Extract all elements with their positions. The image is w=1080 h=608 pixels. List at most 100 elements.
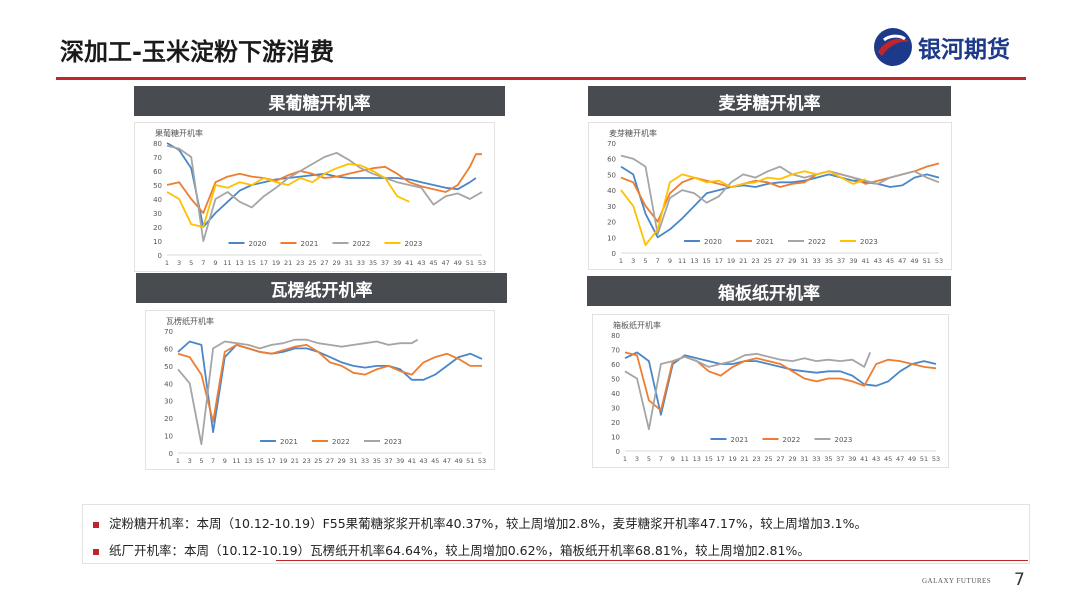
panel-title-boxboard: 箱板纸开机率 [587,276,951,306]
x-tick-label: 17 [715,257,723,265]
x-tick-label: 21 [284,259,292,267]
bullet-icon [93,548,99,555]
legend-label: 2021 [756,238,774,246]
x-tick-label: 15 [705,455,713,463]
x-tick-label: 7 [211,457,215,465]
x-tick-label: 27 [326,457,334,465]
x-tick-label: 13 [236,259,244,267]
legend-label: 2021 [731,436,749,444]
chart-label: 箱板纸开机率 [613,321,661,330]
x-tick-label: 5 [189,259,193,267]
legend-label: 2023 [835,436,853,444]
series-line-2022 [620,154,940,235]
x-tick-label: 49 [910,257,918,265]
x-tick-label: 35 [825,257,833,265]
x-tick-label: 33 [361,457,369,465]
y-tick-label: 10 [607,234,616,242]
x-tick-label: 39 [393,259,401,267]
x-tick-label: 45 [884,455,892,463]
x-tick-label: 29 [788,257,796,265]
x-tick-label: 9 [213,259,217,267]
legend-label: 2023 [405,240,423,248]
y-tick-label: 0 [158,252,162,260]
x-tick-label: 31 [349,457,357,465]
x-tick-label: 29 [332,259,340,267]
y-tick-label: 40 [611,390,620,398]
x-tick-label: 33 [812,455,820,463]
x-tick-label: 13 [693,455,701,463]
x-tick-label: 43 [874,257,882,265]
x-tick-label: 35 [369,259,377,267]
x-tick-label: 3 [631,257,635,265]
note-text: 淀粉糖开机率：本周（10.12-10.19）F55果葡糖浆浆开机率40.37%，… [109,516,868,531]
x-tick-label: 9 [668,257,672,265]
series-line-2021 [177,340,483,433]
x-tick-label: 43 [872,455,880,463]
note-text: 纸厂开机率：本周（10.12-10.19）瓦楞纸开机率64.64%，较上周增加0… [109,543,810,558]
x-tick-label: 17 [260,259,268,267]
y-tick-label: 0 [169,450,173,458]
galaxy-logo-icon [874,28,912,66]
x-tick-label: 25 [764,455,772,463]
x-tick-label: 51 [920,455,928,463]
legend-label: 2023 [860,238,878,246]
x-tick-label: 45 [431,457,439,465]
y-tick-label: 0 [616,448,620,456]
x-tick-label: 19 [729,455,737,463]
x-tick-label: 29 [338,457,346,465]
y-tick-label: 10 [153,238,162,246]
series-line-2022 [166,144,483,242]
y-tick-label: 70 [153,154,162,162]
series-line-2021 [620,162,940,223]
x-tick-label: 53 [478,457,486,465]
x-tick-label: 51 [923,257,931,265]
x-tick-label: 35 [824,455,832,463]
y-tick-label: 60 [611,361,620,369]
note-paper-mill: 纸厂开机率：本周（10.12-10.19）瓦楞纸开机率64.64%，较上周增加0… [93,540,810,559]
x-tick-label: 37 [837,257,845,265]
y-tick-label: 30 [164,398,173,406]
x-tick-label: 27 [776,455,784,463]
legend-label: 2021 [301,240,319,248]
x-tick-label: 25 [308,259,316,267]
y-tick-label: 70 [607,140,616,148]
series-line-2023 [620,170,866,246]
x-tick-label: 7 [659,455,663,463]
page-number: 7 [1014,570,1025,590]
x-tick-label: 1 [623,455,627,463]
chart-corrugated: 0 10 20 30 40 50 60 70 1 3 5 7 9 11 13 15 17 19 21 23 25 27 29… [145,310,495,470]
note-starch-sugar: 淀粉糖开机率：本周（10.12-10.19）F55果葡糖浆浆开机率40.37%，… [93,513,867,532]
x-tick-label: 23 [302,457,310,465]
x-tick-label: 23 [751,257,759,265]
x-tick-label: 9 [223,457,227,465]
x-tick-label: 13 [244,457,252,465]
legend-label: 2022 [808,238,826,246]
title-divider [56,77,1026,80]
x-tick-label: 11 [232,457,240,465]
x-tick-label: 43 [419,457,427,465]
y-tick-label: 60 [164,345,173,353]
x-tick-label: 37 [381,259,389,267]
series-line-2023 [624,352,872,431]
notes-box: 淀粉糖开机率：本周（10.12-10.19）F55果葡糖浆浆开机率40.37%，… [82,504,1030,564]
x-tick-label: 19 [272,259,280,267]
x-tick-label: 47 [443,457,451,465]
x-tick-label: 9 [671,455,675,463]
x-tick-label: 27 [776,257,784,265]
logo-text: 银河期货 [918,37,1010,63]
x-tick-label: 47 [896,455,904,463]
page-title: 深加工-玉米淀粉下游消费 [60,38,334,66]
x-tick-label: 51 [466,457,474,465]
x-tick-label: 15 [256,457,264,465]
x-tick-label: 51 [466,259,474,267]
x-tick-label: 15 [702,257,710,265]
y-tick-label: 80 [153,140,162,148]
y-tick-label: 20 [164,415,173,423]
x-tick-label: 17 [267,457,275,465]
x-tick-label: 41 [861,257,869,265]
x-tick-label: 33 [813,257,821,265]
y-tick-label: 40 [607,187,616,195]
company-logo: 银河期货 [872,26,1032,68]
